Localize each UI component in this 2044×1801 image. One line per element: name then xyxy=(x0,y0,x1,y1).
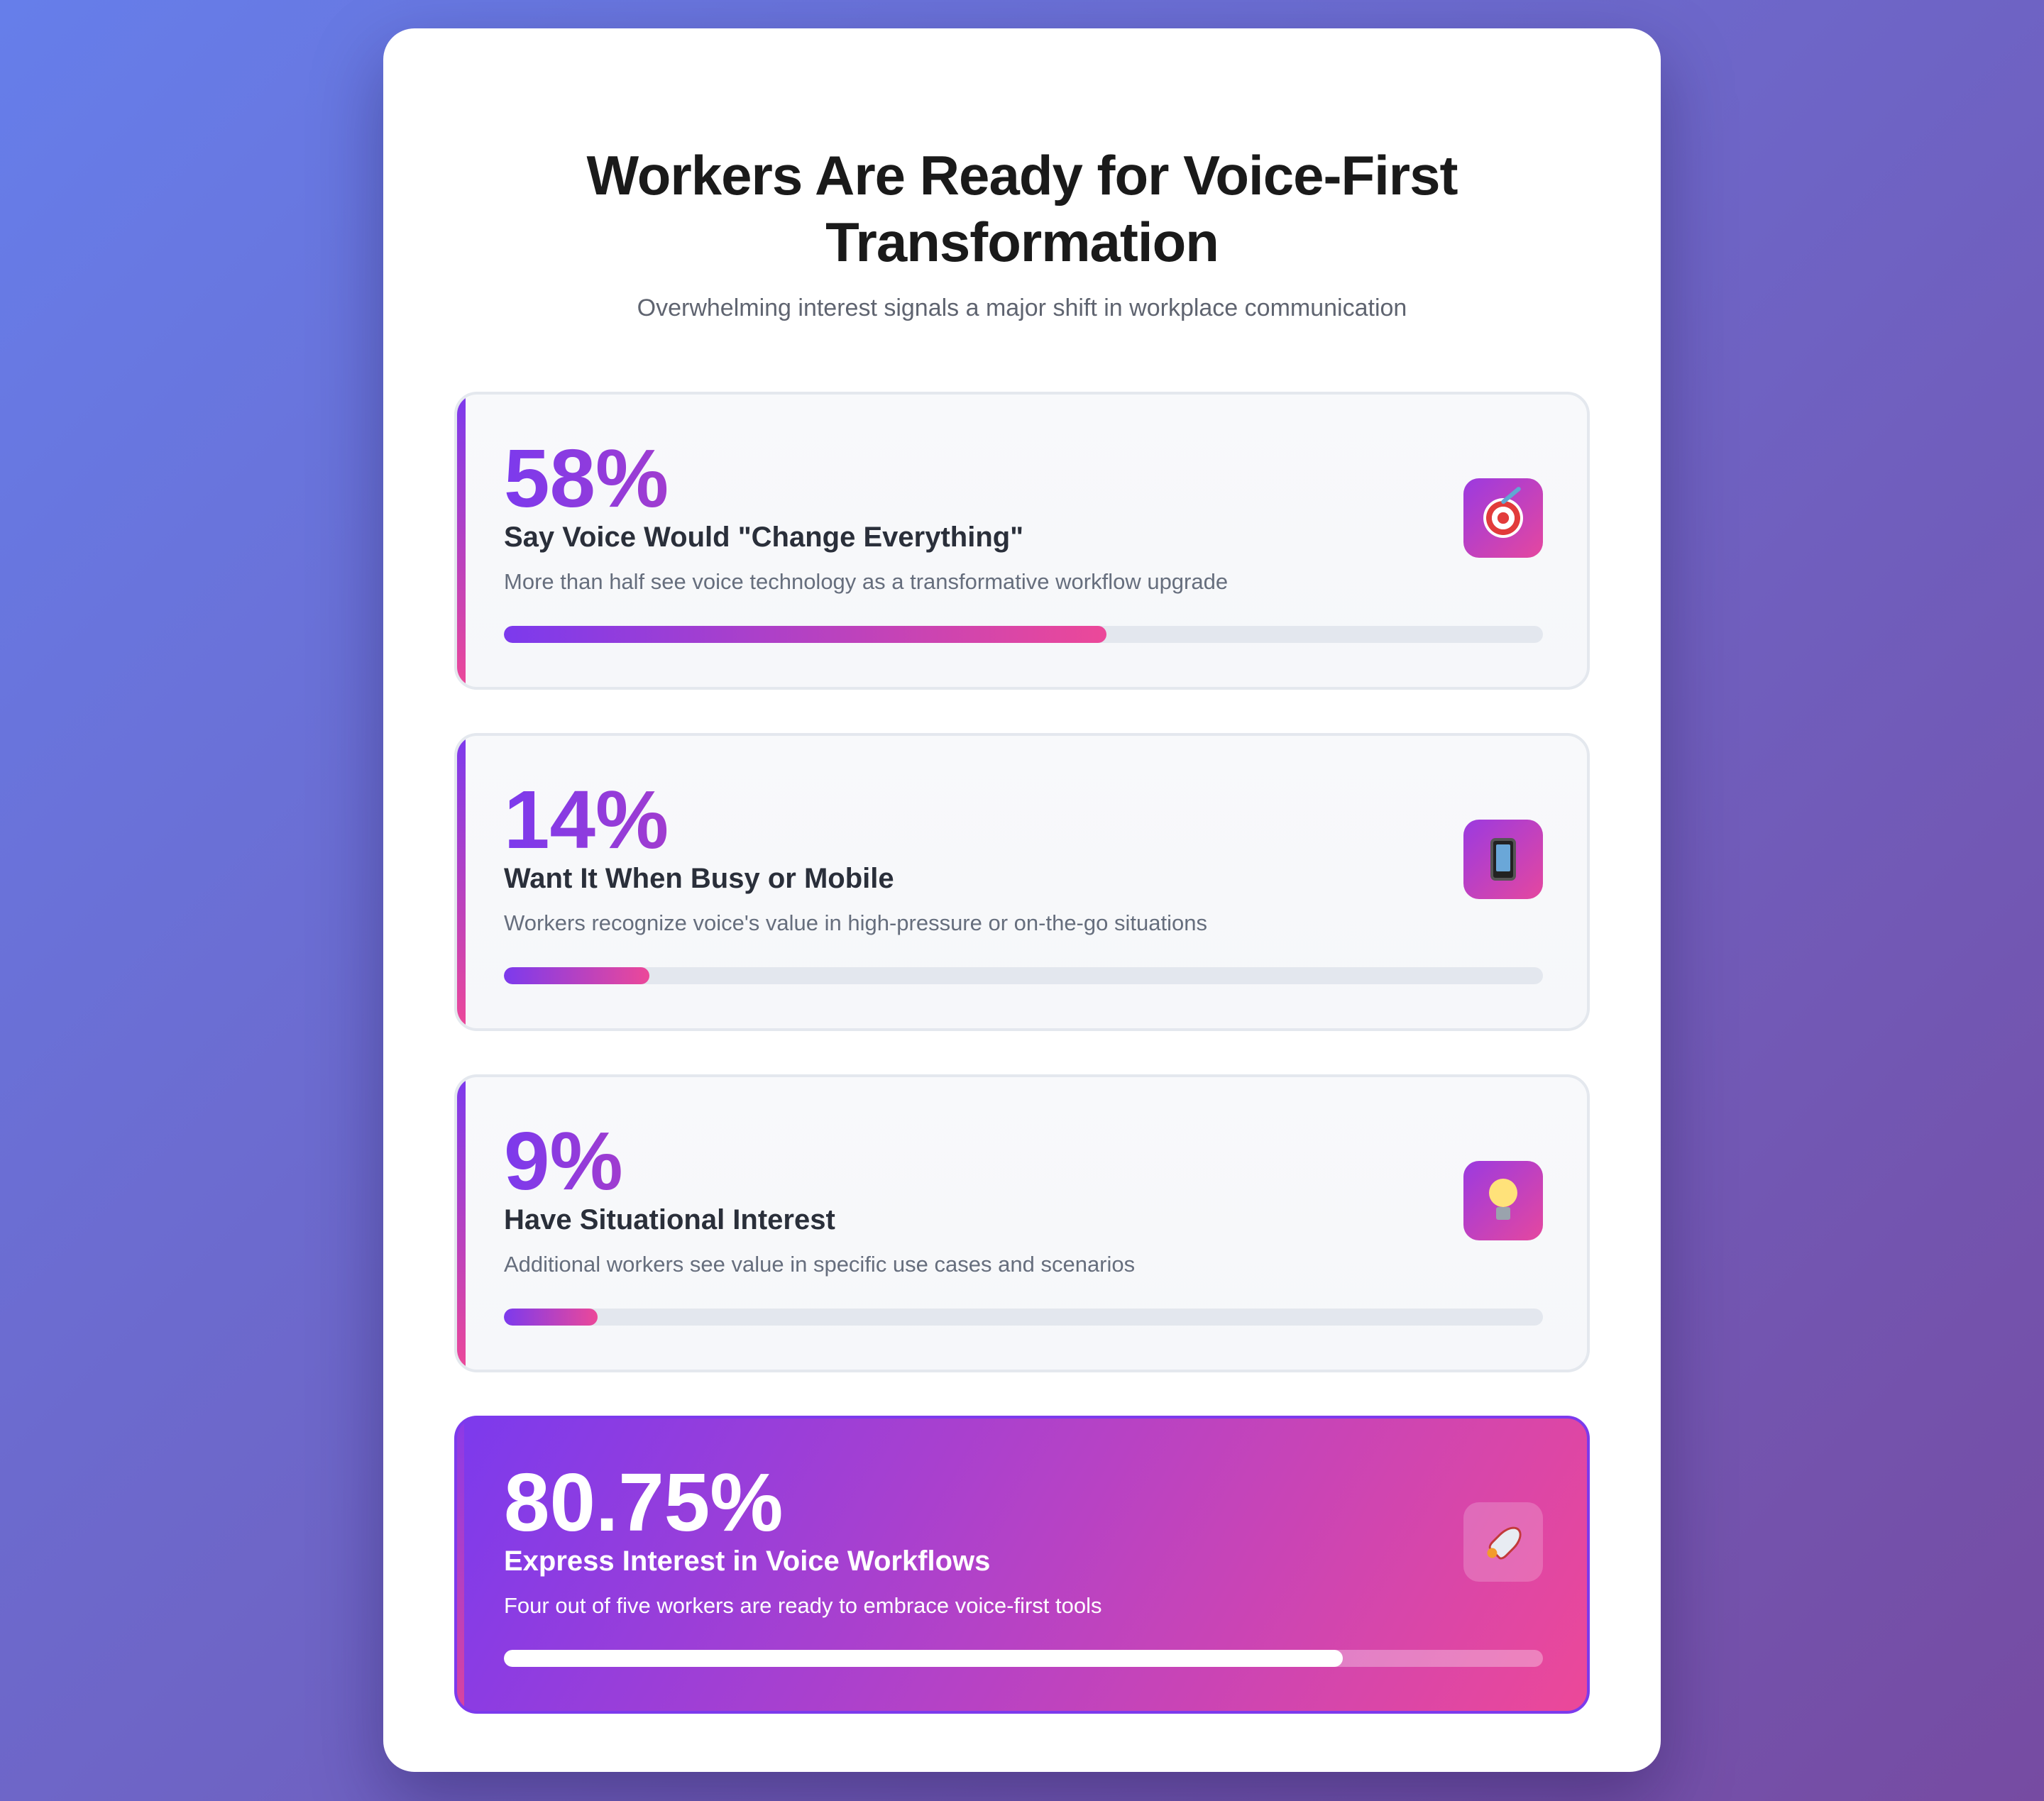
stat-card-change-everything: 58% Say Voice Would "Change Everything" … xyxy=(454,392,1590,690)
progress-track xyxy=(504,626,1543,643)
stat-label: Want It When Busy or Mobile xyxy=(504,863,894,894)
stat-accent-bar xyxy=(457,1419,464,1711)
stat-label: Say Voice Would "Change Everything" xyxy=(504,522,1024,553)
progress-fill xyxy=(504,1309,598,1326)
stat-label: Have Situational Interest xyxy=(504,1204,835,1235)
icon-tile xyxy=(1463,1161,1543,1240)
progress-fill xyxy=(504,1650,1344,1667)
light-bulb-icon xyxy=(1488,1179,1519,1223)
mobile-phone-icon xyxy=(1490,838,1516,881)
icon-tile xyxy=(1463,478,1543,558)
stat-label: Express Interest in Voice Workflows xyxy=(504,1546,991,1577)
page-title: Workers Are Ready for Voice-First Transf… xyxy=(586,144,1458,273)
icon-tile xyxy=(1463,1502,1543,1582)
stat-value: 80.75% xyxy=(504,1456,784,1548)
stat-accent-bar xyxy=(457,736,466,1028)
progress-track xyxy=(504,1650,1543,1667)
infographic-card: Workers Are Ready for Voice-First Transf… xyxy=(383,28,1661,1772)
stat-value: 9% xyxy=(504,1115,623,1207)
progress-fill xyxy=(504,967,649,984)
rocket-icon xyxy=(1472,1511,1534,1573)
stat-value: 14% xyxy=(504,773,669,866)
stat-description: More than half see voice technology as a… xyxy=(504,569,1229,594)
stat-card-busy-mobile: 14% Want It When Busy or Mobile Workers … xyxy=(454,733,1590,1031)
stat-card-total-interest: 80.75% Express Interest in Voice Workflo… xyxy=(454,1416,1590,1714)
progress-track xyxy=(504,1309,1543,1326)
header: Workers Are Ready for Voice-First Transf… xyxy=(383,142,1661,324)
stat-description: Four out of five workers are ready to em… xyxy=(504,1593,1102,1618)
stat-description: Additional workers see value in specific… xyxy=(504,1252,1136,1277)
progress-fill xyxy=(504,626,1107,643)
stat-accent-bar xyxy=(457,395,466,687)
progress-track xyxy=(504,967,1543,984)
icon-tile xyxy=(1463,820,1543,899)
target-icon xyxy=(1483,498,1523,538)
page-subtitle: Overwhelming interest signals a major sh… xyxy=(637,294,1407,321)
stat-accent-bar xyxy=(457,1077,466,1370)
stat-value: 58% xyxy=(504,432,669,524)
stat-card-situational: 9% Have Situational Interest Additional … xyxy=(454,1074,1590,1372)
stat-description: Workers recognize voice's value in high-… xyxy=(504,910,1207,935)
